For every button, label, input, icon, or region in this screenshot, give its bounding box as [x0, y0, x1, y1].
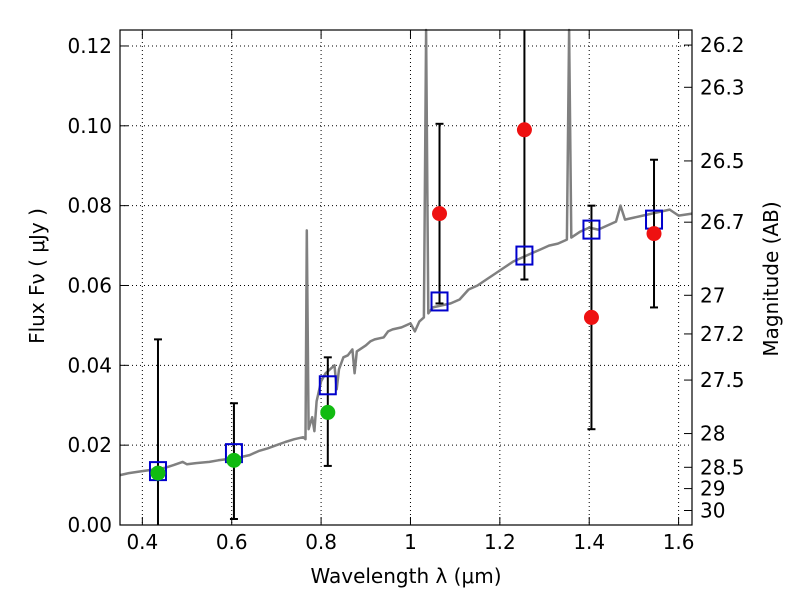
spectrum-series [119, 28, 693, 477]
y-tick-label: 0.10 [67, 114, 112, 138]
model-point [318, 375, 337, 396]
observed-points [150, 122, 662, 481]
y-axis-ticks: 0.00 0.02 0.04 0.06 0.08 0.10 0.12 [67, 34, 128, 537]
observed-point [583, 309, 599, 325]
spectrum-line [119, 28, 693, 477]
y2-tick-label: 27 [700, 283, 725, 307]
x-tick-label: 0.6 [216, 530, 248, 554]
model-point [515, 245, 534, 266]
observed-point [516, 122, 532, 138]
observed-point [432, 206, 448, 222]
y2-tick-label: 26.5 [700, 149, 745, 173]
x-tick-label: 1.4 [573, 530, 605, 554]
y2-tick-label: 27.2 [700, 322, 745, 346]
x-tick-label: 1.6 [663, 530, 695, 554]
y-tick-label: 0.04 [67, 353, 112, 377]
x-axis-label: Wavelength λ (μm) [310, 564, 501, 588]
observed-point [226, 452, 242, 468]
model-point [582, 219, 601, 240]
error-bars [153, 30, 659, 525]
y-tick-label: 0.12 [67, 34, 112, 58]
x-tick-label: 1.2 [484, 530, 516, 554]
y-tick-label: 0.06 [67, 273, 112, 297]
y2-tick-label: 26.2 [700, 33, 745, 57]
y2-axis-label: Magnitude (AB) [759, 201, 783, 356]
observed-point [320, 404, 336, 420]
y-axis-label: Flux Fν ( μJy ) [25, 208, 49, 344]
plot-frame [119, 29, 693, 526]
model-points [148, 209, 664, 482]
x-axis-ticks: 0.4 0.6 0.8 1 1.2 1.4 1.6 [126, 30, 695, 554]
y2-tick-label: 28 [700, 422, 725, 446]
y2-tick-label: 29 [700, 477, 725, 501]
y2-tick-label: 26.3 [700, 75, 745, 99]
x-tick-label: 0.8 [305, 530, 337, 554]
grid-lines [120, 30, 692, 526]
y-tick-label: 0.00 [67, 513, 112, 537]
y2-tick-label: 27.5 [700, 368, 745, 392]
y2-tick-label: 30 [700, 499, 725, 523]
observed-point [646, 226, 662, 242]
observed-point [150, 465, 166, 481]
y2-tick-label: 26.7 [700, 210, 745, 234]
x-tick-label: 0.4 [126, 530, 158, 554]
model-point [430, 291, 449, 312]
y-tick-label: 0.02 [67, 433, 112, 457]
y2-tick-label: 28.5 [700, 455, 745, 479]
y-tick-label: 0.08 [67, 194, 112, 218]
x-tick-label: 1 [404, 530, 417, 554]
